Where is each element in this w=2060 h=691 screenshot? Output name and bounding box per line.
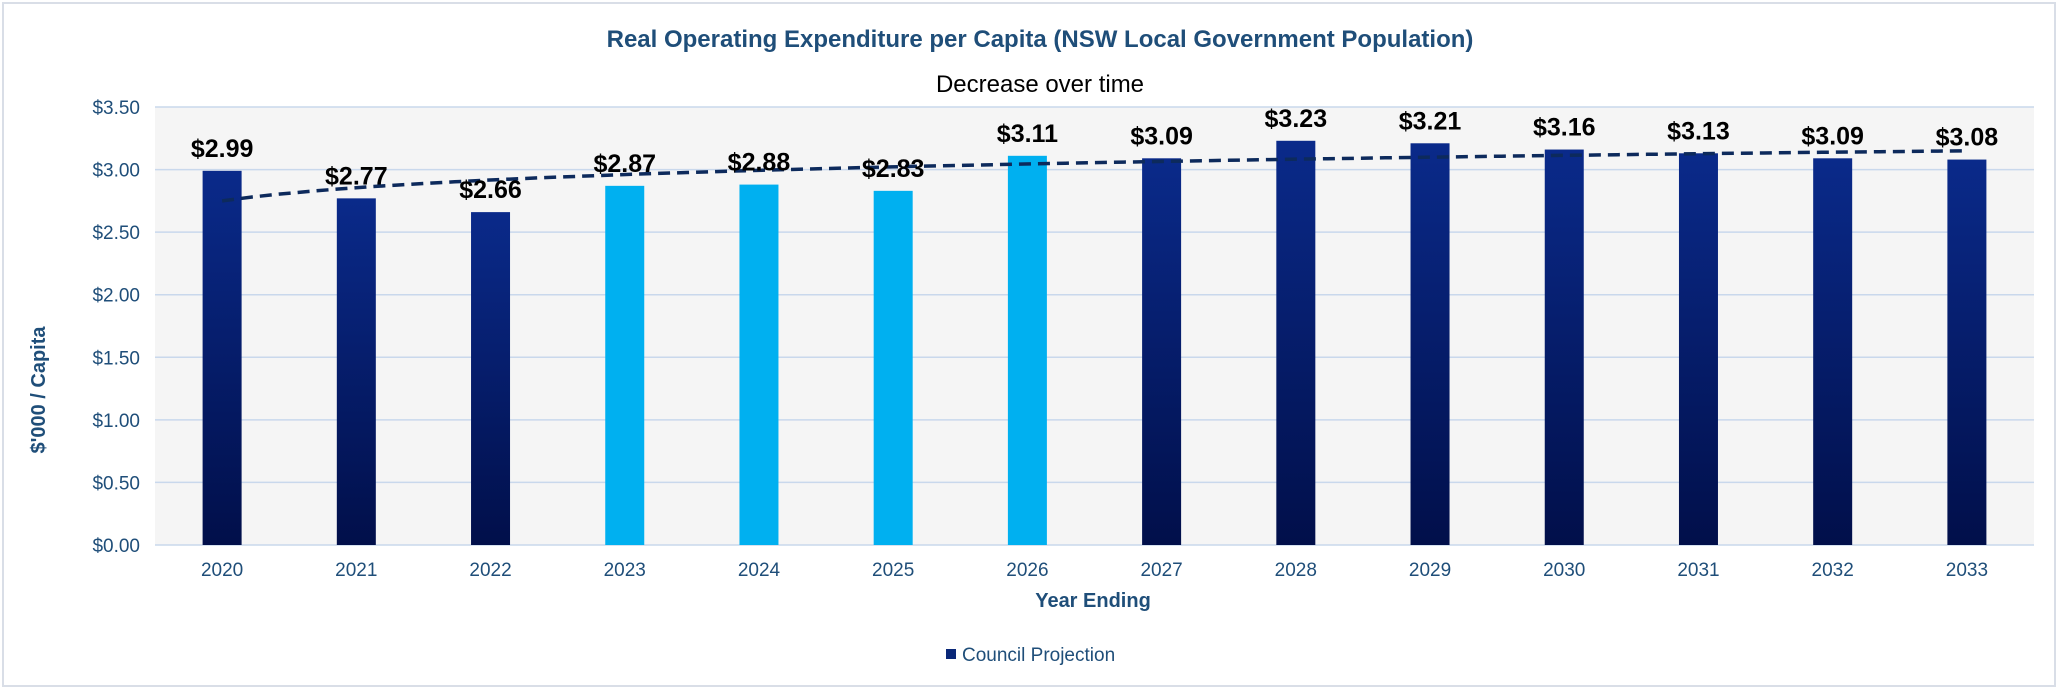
bar-2020 [202, 170, 242, 545]
x-tick-label: 2033 [1946, 560, 1988, 581]
y-tick-label: $1.00 [92, 411, 140, 432]
data-label-2027: $3.09 [1130, 122, 1193, 150]
bar-2030 [1544, 149, 1584, 545]
bar-2032 [1813, 158, 1853, 545]
x-tick-label: 2021 [335, 560, 377, 581]
bar-2026 [1007, 155, 1047, 545]
x-tick-label: 2025 [872, 560, 914, 581]
chart-title: Real Operating Expenditure per Capita (N… [607, 26, 1474, 53]
x-axis-ticks: 2020 2021 2022 2023 2024 2025 2026 2027 2028 2029… [201, 560, 1988, 581]
y-tick-label: $0.00 [92, 536, 140, 557]
legend-label: Council Projection [962, 645, 1115, 666]
x-tick-label: 2022 [469, 560, 511, 581]
bar-2028 [1276, 140, 1316, 545]
x-tick-label: 2031 [1677, 560, 1719, 581]
data-label-2025: $2.83 [862, 155, 925, 183]
y-axis-ticks: $0.00 $0.50 $1.00 $1.50 $2.00 $2.50 $3.00 $3.50 [92, 98, 140, 557]
x-tick-label: 2020 [201, 560, 243, 581]
data-label-2032: $3.09 [1801, 122, 1864, 150]
bar-2024 [739, 184, 779, 546]
bar-2021 [336, 198, 376, 545]
y-tick-label: $2.50 [92, 223, 140, 244]
y-tick-label: $3.00 [92, 161, 140, 182]
legend: Council Projection [946, 645, 1115, 666]
x-tick-label: 2032 [1812, 560, 1854, 581]
bar-2029 [1410, 143, 1450, 545]
chart-subtitle: Decrease over time [936, 71, 1144, 98]
bar-2025 [873, 190, 913, 546]
data-label-2029: $3.21 [1399, 107, 1462, 135]
bar-2033 [1947, 159, 1987, 545]
data-label-2033: $3.08 [1936, 124, 1999, 152]
gridlines [155, 106, 2034, 546]
bar-2031 [1678, 153, 1718, 545]
legend-swatch [946, 649, 956, 659]
data-label-2023: $2.87 [593, 150, 656, 178]
data-label-2026: $3.11 [997, 120, 1058, 148]
x-tick-label: 2023 [604, 560, 646, 581]
data-label-2021: $2.77 [325, 162, 388, 190]
y-tick-label: $0.50 [92, 473, 140, 494]
data-label-2022: $2.66 [459, 176, 522, 204]
bars [202, 140, 1987, 546]
y-tick-label: $2.00 [92, 286, 140, 307]
y-tick-label: $3.50 [92, 98, 140, 119]
x-tick-label: 2027 [1140, 560, 1182, 581]
data-labels: $2.99 $2.77 $2.66 $2.87 $2.88 $2.83 $3.11 $3.09… [191, 105, 1998, 204]
y-axis-title: $'000 / Capita [28, 326, 50, 454]
data-label-2030: $3.16 [1533, 114, 1596, 142]
x-tick-label: 2024 [738, 560, 781, 581]
data-label-2031: $3.13 [1667, 117, 1730, 145]
data-label-2028: $3.23 [1265, 105, 1328, 133]
data-label-2020: $2.99 [191, 135, 254, 163]
x-tick-label: 2030 [1543, 560, 1585, 581]
x-axis-title: Year Ending [1035, 590, 1151, 612]
bar-2027 [1142, 158, 1182, 545]
bar-2022 [471, 212, 511, 545]
bar-2023 [605, 185, 645, 545]
x-tick-label: 2029 [1409, 560, 1451, 581]
trendline [221, 149, 1967, 203]
plot-area [155, 107, 2034, 545]
x-tick-label: 2026 [1006, 560, 1048, 581]
data-label-2024: $2.88 [728, 149, 791, 177]
x-tick-label: 2028 [1275, 560, 1317, 581]
y-tick-label: $1.50 [92, 348, 140, 369]
